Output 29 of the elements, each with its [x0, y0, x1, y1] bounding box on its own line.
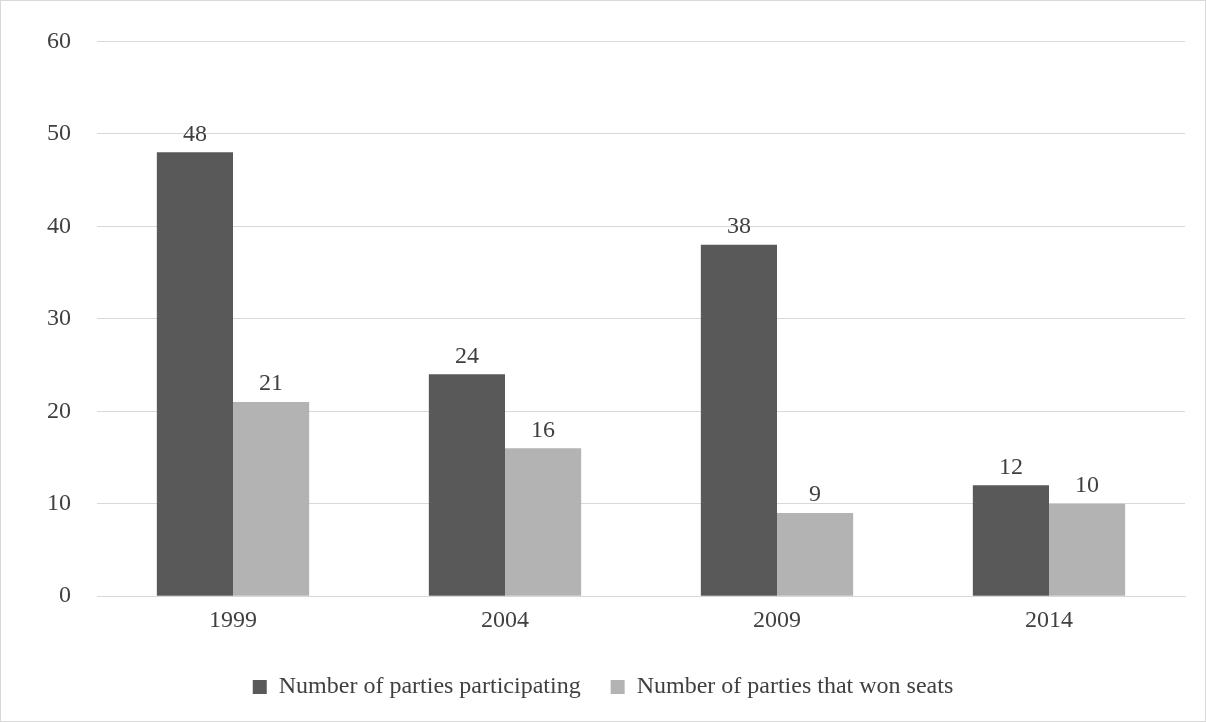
- bar: [700, 244, 777, 596]
- bar: [233, 402, 310, 596]
- data-label: 48: [182, 119, 207, 146]
- bar: [1049, 503, 1126, 596]
- x-tick-label: 2009: [753, 605, 801, 632]
- bar: [505, 448, 582, 596]
- bar: [972, 485, 1049, 596]
- legend-label: Number of parties that won seats: [636, 672, 954, 699]
- bar: [428, 374, 505, 596]
- y-tick-label: 40: [47, 211, 71, 238]
- data-label: 10: [1075, 471, 1100, 498]
- y-tick-label: 20: [47, 396, 71, 423]
- data-label: 38: [726, 212, 751, 239]
- y-tick-label: 50: [47, 119, 71, 146]
- data-label: 21: [259, 369, 284, 396]
- data-label: 16: [531, 415, 556, 442]
- legend-label: Number of parties participating: [278, 672, 581, 699]
- bar: [777, 512, 854, 596]
- x-tick-label: 2014: [1025, 605, 1073, 632]
- y-tick-label: 0: [59, 581, 71, 608]
- y-tick-label: 30: [47, 304, 71, 331]
- data-label: 9: [809, 480, 822, 507]
- bar: [156, 152, 233, 596]
- y-tick-label: 10: [47, 489, 71, 516]
- y-tick-label: 60: [47, 26, 71, 53]
- data-label: 12: [998, 452, 1023, 479]
- x-tick-label: 1999: [209, 605, 257, 632]
- x-tick-label: 2004: [481, 605, 529, 632]
- data-label: 24: [454, 341, 479, 368]
